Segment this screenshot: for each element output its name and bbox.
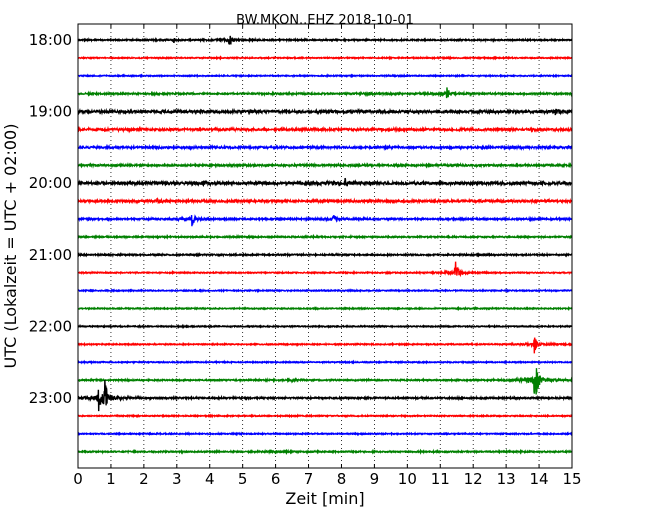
x-tick-label: 13 xyxy=(497,470,516,488)
x-tick-label: 9 xyxy=(370,470,380,488)
trace-23:30 xyxy=(77,431,573,437)
trace-20:00 xyxy=(77,177,573,188)
y-tick-label: 23:00 xyxy=(29,389,72,407)
x-tick-label: 2 xyxy=(139,470,149,488)
trace-18:15 xyxy=(77,55,573,61)
x-tick-label: 15 xyxy=(562,470,581,488)
x-axis-label: Zeit [min] xyxy=(285,489,364,508)
trace-18:30 xyxy=(77,73,573,79)
trace-group xyxy=(77,35,573,456)
x-tick-label: 5 xyxy=(238,470,248,488)
y-tick-label: 22:00 xyxy=(29,317,72,335)
trace-19:30 xyxy=(77,143,573,152)
x-tick-label: 1 xyxy=(106,470,116,488)
x-tick-label: 8 xyxy=(337,470,347,488)
x-tick-label: 14 xyxy=(530,470,549,488)
trace-21:30 xyxy=(77,288,573,294)
plot-frame xyxy=(77,23,573,469)
trace-18:00 xyxy=(77,35,573,45)
x-tick-label: 6 xyxy=(271,470,281,488)
y-tick-labels: 18:00 19:00 20:00 21:00 22:00 23:00 xyxy=(29,31,72,407)
axis-ticks xyxy=(77,24,573,468)
x-tick-labels: 0 1 2 3 4 5 6 7 8 9 10 11 12 13 14 15 xyxy=(73,470,581,488)
trace-22:30 xyxy=(77,359,573,365)
trace-19:45 xyxy=(77,161,573,169)
trace-20:15 xyxy=(77,196,573,205)
trace-23:15 xyxy=(77,413,573,419)
x-tick-label: 3 xyxy=(172,470,182,488)
trace-22:00 xyxy=(77,323,573,330)
trace-22:45 xyxy=(77,368,573,395)
x-grid xyxy=(110,24,540,468)
trace-19:15 xyxy=(77,125,573,134)
y-axis-label: UTC (Lokalzeit = UTC + 02:00) xyxy=(1,124,20,369)
trace-21:00 xyxy=(77,251,573,258)
chart-title: BW.MKON..EHZ 2018-10-01 xyxy=(236,13,414,28)
x-tick-label: 4 xyxy=(205,470,215,488)
trace-22:15 xyxy=(77,337,573,354)
trace-21:15 xyxy=(77,261,573,278)
y-tick-label: 21:00 xyxy=(29,246,72,264)
trace-21:45 xyxy=(77,305,573,312)
y-tick-label: 19:00 xyxy=(29,103,72,121)
trace-20:30 xyxy=(77,214,573,227)
x-tick-label: 11 xyxy=(431,470,450,488)
trace-23:45 xyxy=(77,448,573,456)
trace-20:45 xyxy=(77,233,573,240)
trace-23:00 xyxy=(77,380,573,412)
y-tick-label: 20:00 xyxy=(29,174,72,192)
y-tick-label: 18:00 xyxy=(29,31,72,49)
x-tick-label: 7 xyxy=(304,470,314,488)
trace-18:45 xyxy=(77,87,573,99)
trace-19:00 xyxy=(77,107,573,116)
x-tick-label: 10 xyxy=(398,470,417,488)
x-tick-label: 0 xyxy=(73,470,83,488)
x-tick-label: 12 xyxy=(464,470,483,488)
